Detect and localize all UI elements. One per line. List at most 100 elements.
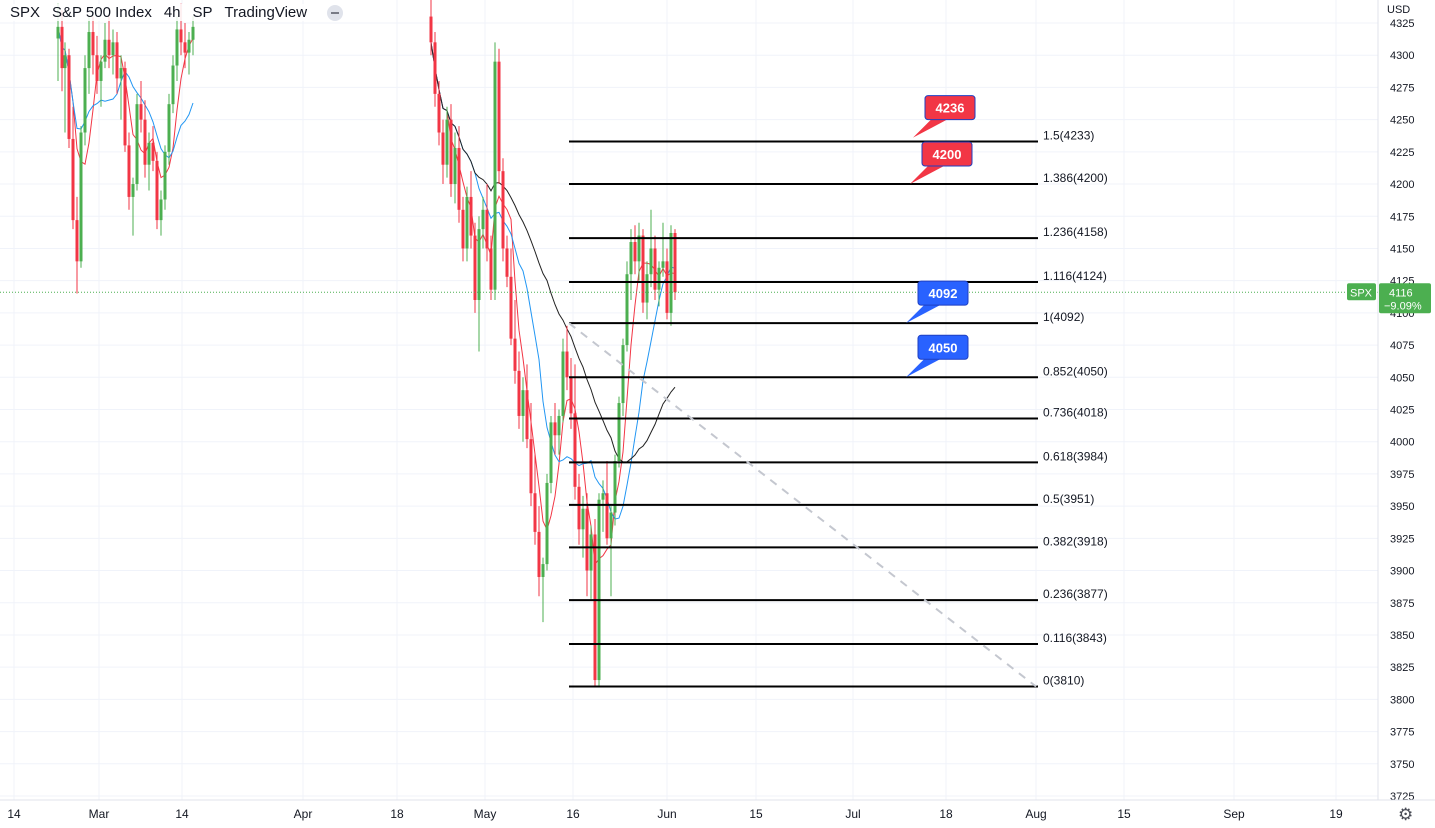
candle-body [673,232,677,293]
fib-level-label: 0(3810) [1043,673,1084,687]
candle-body [465,196,469,249]
candle-body [453,147,457,185]
candle-body [573,413,577,487]
y-tick-label: 4175 [1390,211,1414,223]
candle-body [75,220,79,262]
x-tick-label: 18 [390,807,404,821]
callout-box [921,141,973,167]
candle-body [617,403,621,462]
y-tick-label: 4025 [1390,405,1414,417]
y-tick-label: 3725 [1390,791,1414,803]
candle-body [613,461,617,513]
candle-body [87,32,91,69]
chart-grid [0,0,1378,800]
candle-body [533,493,537,532]
y-tick-label: 3775 [1390,727,1414,739]
candle-body [517,370,521,416]
y-tick-label: 3925 [1390,533,1414,545]
candle-body [521,390,525,416]
header-interval[interactable]: 4h [163,4,181,21]
candle-body [509,276,513,339]
moving-averages [57,26,676,567]
fib-level-label: 0.116(3843) [1043,631,1107,645]
candle-body [577,486,581,530]
x-tick-label: Sep [1223,807,1245,821]
last-price-symbol: SPX [1350,287,1373,299]
last-price-tag-box [1379,283,1431,314]
x-tick-label: Mar [89,807,110,821]
callout-pointer [910,166,944,185]
fib-level-label: 1.236(4158) [1043,225,1108,239]
callout-pointer [913,119,947,138]
y-tick-label: 3975 [1390,469,1414,481]
price-axis[interactable]: 3725 3750 3775 3800 3825 3850 3875 3900 3925 3950… [1377,0,1435,828]
candle-body [493,61,497,290]
collapse-icon[interactable] [327,4,344,21]
currency-label[interactable]: USD [1387,4,1411,16]
y-tick-label: 3900 [1390,566,1414,578]
candle-body [621,345,625,404]
candle-body [191,26,195,40]
candle-body [115,42,119,79]
callout-box [917,334,969,360]
candle-body [71,138,75,221]
candle-body [67,55,71,139]
candle-body [581,508,585,530]
x-tick-label: Jun [657,807,676,821]
x-tick-label: 14 [7,807,21,821]
candle-body [473,235,477,300]
fib-level-label: 1.386(4200) [1043,171,1108,185]
candle-body [597,499,601,681]
candle-body [625,274,629,346]
callout-label: 4236 [936,101,965,116]
y-tick-label: 3850 [1390,630,1414,642]
candle-body [661,261,665,268]
candle-body [461,209,465,249]
candle-body [433,42,437,94]
candles [56,0,677,687]
time-axis[interactable]: 14 Mar 14 Apr 18 May 16 Jun 15 Jul 18 Aug 15 Sep 19 [0,799,1435,821]
candle-body [513,338,517,371]
candle-body [179,29,183,43]
gear-icon[interactable]: ⚙ [1398,805,1414,824]
header-exchange: SP [192,4,213,21]
candle-body [605,493,609,539]
candle-body [589,534,593,571]
y-tick-label: 4050 [1390,372,1414,384]
y-tick-label: 4275 [1390,82,1414,94]
candle-body [155,160,159,221]
candle-body [95,55,99,81]
candle-body [657,267,661,290]
chart-header: SPX S&P 500 Index 4h SP TradingView [6,4,348,21]
candle-body [147,142,151,165]
candle-body [497,61,501,172]
ma-slow-line [430,42,676,463]
x-tick-label: May [474,807,497,821]
candle-body [111,42,115,56]
y-tick-label: 4300 [1390,50,1414,62]
y-tick-label: 3825 [1390,662,1414,674]
fib-level-label: 1.5(4233) [1043,129,1094,143]
header-symbol[interactable]: SPX [10,4,41,21]
candle-body [139,104,143,120]
candle-body [481,209,485,230]
candle-body [561,351,565,416]
candle-body [437,93,441,133]
y-tick-label: 3800 [1390,694,1414,706]
candle-body [565,351,569,378]
y-tick-label: 4325 [1390,18,1414,30]
header-name: S&P 500 Index [52,4,152,21]
fibonacci-retracement[interactable]: 1.5(4233) 1.386(4200) 1.236(4158) 1.116(412… [569,129,1108,688]
x-tick-label: Jul [845,807,860,821]
candle-body [649,248,653,275]
x-tick-label: Aug [1025,807,1046,821]
candle-body [637,235,641,262]
candle-body [653,248,657,290]
candle-body [123,68,127,146]
candle-body [103,39,107,62]
y-tick-label: 4150 [1390,243,1414,255]
candle-body [545,482,549,565]
fib-level-label: 0.382(3918) [1043,534,1108,548]
price-callouts[interactable]: 4236 4200 4092 4050 [906,95,976,378]
